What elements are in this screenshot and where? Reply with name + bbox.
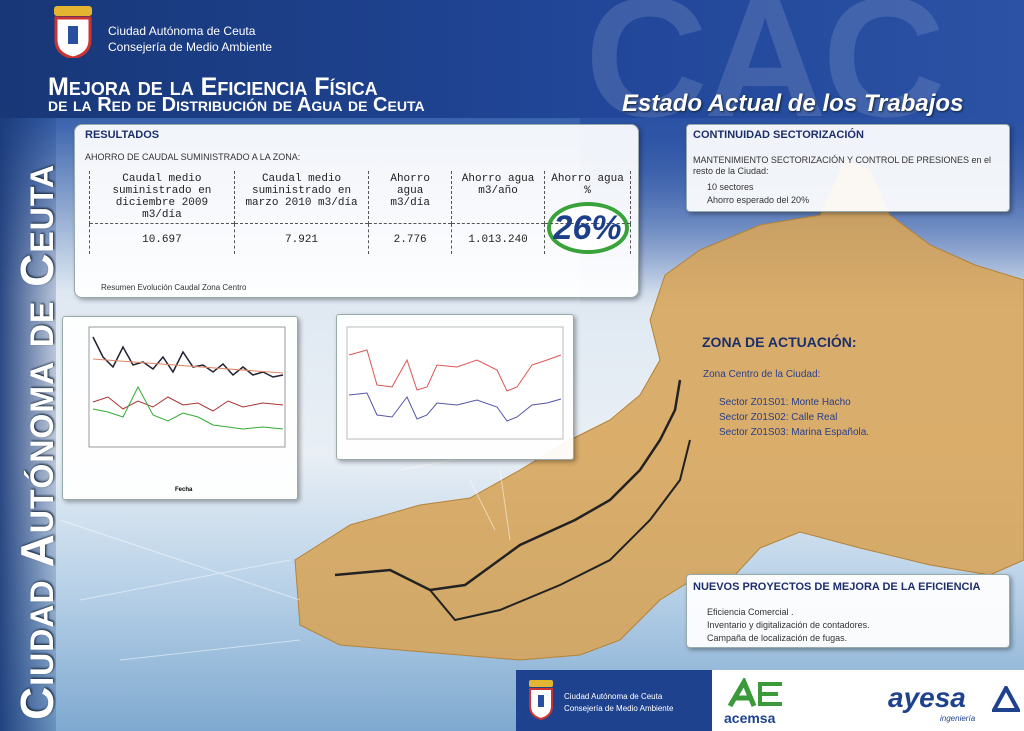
projects-panel: NUEVOS PROYECTOS DE MEJORA DE LA EFICIEN… <box>686 574 1010 648</box>
project-item: Campaña de localización de fugas. <box>707 633 848 643</box>
projects-title: NUEVOS PROYECTOS DE MEJORA DE LA EFICIEN… <box>693 581 981 593</box>
acemsa-name: acemsa <box>724 710 776 726</box>
table-header: Caudal medio suministrado en marzo 2010 … <box>233 171 370 224</box>
status-title: Estado Actual de los Trabajos <box>622 90 964 117</box>
footer: Ciudad Autónoma de Ceuta Consejería de M… <box>516 670 1024 731</box>
zone-sector: Sector Z01S02: Calle Real <box>719 412 838 423</box>
peninsula <box>294 159 1024 661</box>
top-band <box>0 0 1024 118</box>
table-header: Caudal medio suministrado en diciembre 2… <box>89 171 235 224</box>
header-org: Ciudad Autónoma de Ceuta <box>108 24 256 38</box>
zone-title: ZONA DE ACTUACIÓN: <box>702 334 857 350</box>
thumb-plot <box>346 326 564 440</box>
title-line2: de la Red de Distribución de Agua de Ceu… <box>48 94 425 116</box>
table-header: Ahorro agua m3/año <box>451 171 546 224</box>
project-item: Inventario y digitalización de contadore… <box>707 620 870 630</box>
continuity-item: 10 sectores <box>707 182 754 192</box>
sector-border <box>429 439 691 622</box>
footer-coat-of-arms <box>529 680 553 720</box>
results-table: Caudal medio suministrado en diciembre 2… <box>89 171 631 254</box>
continuity-panel: CONTINUIDAD SECTORIZACIÓN MANTENIMIENTO … <box>686 124 1010 212</box>
table-header-row: Caudal medio suministrado en diciembre 2… <box>89 171 631 224</box>
chart-thumbnail: Fecha <box>62 316 298 500</box>
table-cell: 10.697 <box>89 223 235 254</box>
zone-sector: Sector Z01S03: Marina Española. <box>719 427 870 438</box>
project-item: Eficiencia Comercial . <box>707 607 794 617</box>
savings-badge: 26% <box>546 202 629 254</box>
continuity-item: Ahorro esperado del 20% <box>707 195 810 205</box>
zone-subtitle: Zona Centro de la Ciudad: <box>703 369 821 380</box>
table-cell: 2.776 <box>368 223 453 254</box>
table-cell: 1.013.240 <box>451 223 546 254</box>
table-row: 10.697 7.921 2.776 1.013.240 26% <box>89 202 631 254</box>
ayesa-sub: ingeniería <box>940 714 976 723</box>
zone-sector: Sector Z01S01: Monte Hacho <box>719 397 851 408</box>
footer-org: Ciudad Autónoma de Ceuta <box>564 692 663 701</box>
ayesa-mark <box>992 686 1020 712</box>
table-cell: 7.921 <box>233 223 370 254</box>
footer-dept: Consejería de Medio Ambiente <box>564 704 674 713</box>
thumb-x-label: Fecha <box>175 487 193 493</box>
continuity-title: CONTINUIDAD SECTORIZACIÓN <box>693 129 864 141</box>
continuity-text: MANTENIMIENTO SECTORIZACIÓN Y CONTROL DE… <box>693 155 992 176</box>
side-band <box>0 110 56 731</box>
title-line1: Mejora de la Eficiencia Física <box>48 73 378 101</box>
table-cell: 26% <box>544 202 631 254</box>
results-panel: RESULTADOS AHORRO DE CAUDAL SUMINISTRADO… <box>74 124 639 298</box>
results-subtitle: AHORRO DE CAUDAL SUMINISTRADO A LA ZONA: <box>85 152 301 162</box>
table-header: Ahorro agua m3/día <box>368 171 453 224</box>
header-dept: Consejería de Medio Ambiente <box>108 40 273 54</box>
results-title: RESULTADOS <box>85 129 160 141</box>
thumb-plot <box>88 326 286 448</box>
sector-border <box>334 379 682 592</box>
ayesa-name: ayesa <box>888 682 966 713</box>
pressure-thumbnail <box>336 314 574 460</box>
results-caption: Resumen Evolución Caudal Zona Centro <box>101 283 247 292</box>
acemsa-mark <box>727 678 782 708</box>
coat-of-arms <box>54 6 92 58</box>
